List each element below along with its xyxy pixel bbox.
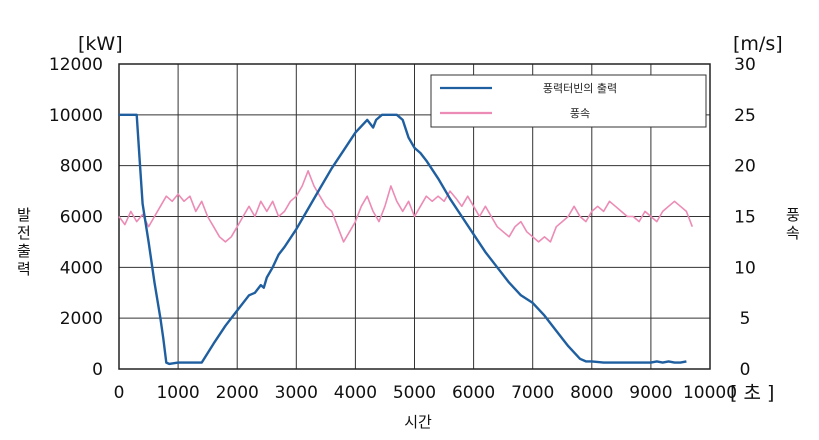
x-tick-label: 2000: [216, 383, 259, 403]
y-right-tick-label: 10: [734, 258, 756, 278]
y-left-tick-label: 0: [92, 360, 103, 380]
legend-label-power: 풍력터빈의 출력: [543, 82, 617, 95]
legend-label-wind: 풍속: [570, 107, 590, 120]
y-left-tick-label: 2000: [60, 309, 103, 329]
y-right-tick-label: 0: [740, 360, 751, 380]
y-left-unit: [kW]: [78, 33, 123, 55]
x-tick-label: 1000: [156, 383, 199, 403]
x-tick-label: 8000: [570, 383, 613, 403]
y-left-tick-label: 8000: [60, 157, 103, 177]
y-right-tick-label: 20: [734, 157, 756, 177]
y-right-tick-label: 30: [734, 55, 756, 75]
x-tick-label: 10000: [683, 383, 737, 403]
y-left-tick-label: 6000: [60, 208, 103, 228]
y-left-tick-label: 10000: [49, 106, 103, 126]
y-right-unit: [m/s]: [733, 33, 783, 55]
x-tick-label: 7000: [511, 383, 554, 403]
y-left-tick-labels: 0 2000 4000 6000 8000 10000 12000: [49, 55, 103, 380]
y-right-tick-label: 15: [734, 208, 756, 228]
series-wind-line: [118, 170, 694, 243]
x-tick-label: 0: [114, 383, 125, 403]
series-power-line: [119, 113, 687, 366]
legend: 풍력터빈의 출력 풍속: [430, 74, 707, 128]
x-tick-label: 9000: [629, 383, 672, 403]
y-right-tick-label: 5: [740, 309, 751, 329]
x-tick-label: 5000: [393, 383, 436, 403]
y-left-tick-label: 12000: [49, 55, 103, 75]
y-right-tick-labels: 0 5 10 15 20 25 30: [734, 55, 756, 380]
x-unit: [ 초 ]: [730, 382, 774, 404]
x-axis-title: 시간: [404, 413, 432, 431]
series-layer: [118, 113, 694, 366]
x-tick-label: 6000: [452, 383, 495, 403]
x-tick-labels: 0 1000 2000 3000 4000 5000 6000 7000 8000 9000 100…: [114, 383, 737, 403]
y-right-tick-label: 25: [734, 106, 756, 126]
legend-box: [430, 74, 707, 128]
x-tick-label: 3000: [275, 383, 318, 403]
x-tick-label: 4000: [334, 383, 377, 403]
y-left-tick-label: 4000: [60, 258, 103, 278]
